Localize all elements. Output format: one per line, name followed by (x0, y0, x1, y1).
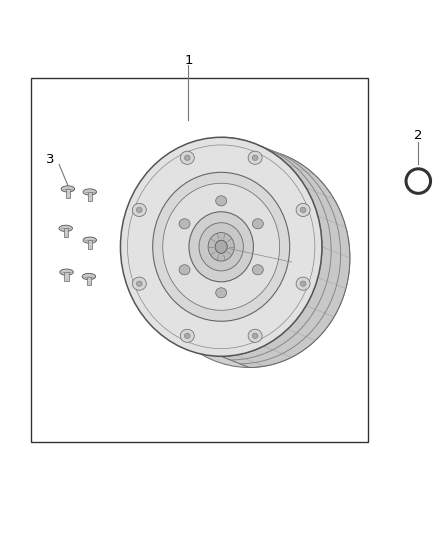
Ellipse shape (199, 223, 244, 271)
Ellipse shape (153, 172, 290, 321)
Ellipse shape (83, 237, 96, 243)
Ellipse shape (296, 277, 310, 290)
Ellipse shape (252, 219, 263, 229)
Bar (88, 192, 92, 200)
Ellipse shape (132, 204, 146, 216)
Text: 3: 3 (46, 152, 55, 166)
Ellipse shape (83, 189, 96, 195)
Ellipse shape (120, 138, 322, 356)
Ellipse shape (132, 277, 146, 290)
Ellipse shape (215, 240, 227, 253)
Ellipse shape (180, 329, 194, 342)
Bar (66, 189, 70, 198)
Ellipse shape (208, 232, 234, 261)
Bar (64, 272, 69, 281)
Ellipse shape (252, 155, 258, 160)
Ellipse shape (215, 196, 227, 206)
Ellipse shape (82, 273, 95, 280)
Ellipse shape (137, 281, 142, 286)
Ellipse shape (252, 333, 258, 338)
Ellipse shape (179, 219, 190, 229)
Ellipse shape (179, 265, 190, 275)
Text: 1: 1 (184, 54, 193, 67)
Ellipse shape (215, 288, 227, 298)
Ellipse shape (248, 329, 262, 342)
Ellipse shape (189, 212, 254, 282)
Ellipse shape (137, 207, 142, 213)
Text: 2: 2 (414, 128, 423, 142)
Ellipse shape (148, 149, 350, 367)
Bar (88, 240, 92, 249)
Ellipse shape (180, 151, 194, 164)
Bar (31, 78, 368, 442)
Bar (87, 277, 91, 285)
Bar (64, 228, 68, 237)
Ellipse shape (184, 155, 190, 160)
Ellipse shape (184, 333, 190, 338)
Ellipse shape (296, 204, 310, 216)
Ellipse shape (300, 207, 306, 213)
Ellipse shape (61, 186, 74, 192)
Ellipse shape (60, 269, 73, 275)
Ellipse shape (300, 281, 306, 286)
Ellipse shape (248, 151, 262, 164)
Ellipse shape (252, 265, 263, 275)
Ellipse shape (163, 183, 279, 310)
Ellipse shape (59, 225, 72, 231)
Polygon shape (221, 138, 350, 367)
